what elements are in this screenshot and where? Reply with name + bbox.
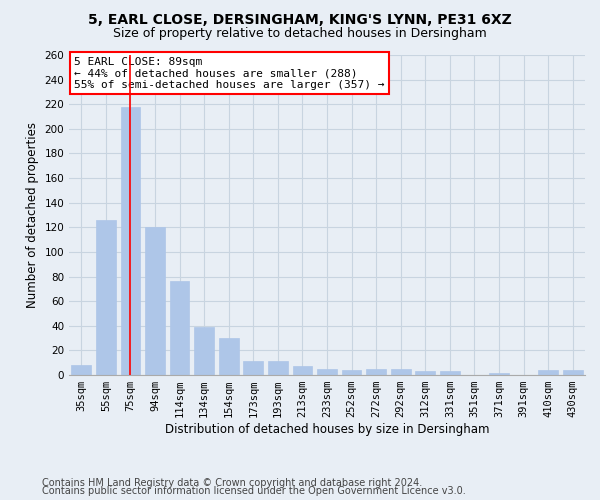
Bar [317,369,337,375]
Bar [96,220,116,375]
Bar [268,362,287,375]
Bar [391,369,410,375]
Text: 5 EARL CLOSE: 89sqm
← 44% of detached houses are smaller (288)
55% of semi-detac: 5 EARL CLOSE: 89sqm ← 44% of detached ho… [74,56,385,90]
Bar [440,372,460,375]
X-axis label: Distribution of detached houses by size in Dersingham: Distribution of detached houses by size … [165,423,489,436]
Bar [415,372,435,375]
Bar [563,370,583,375]
Bar [121,106,140,375]
Text: 5, EARL CLOSE, DERSINGHAM, KING'S LYNN, PE31 6XZ: 5, EARL CLOSE, DERSINGHAM, KING'S LYNN, … [88,12,512,26]
Bar [71,365,91,375]
Bar [194,327,214,375]
Text: Contains HM Land Registry data © Crown copyright and database right 2024.: Contains HM Land Registry data © Crown c… [42,478,422,488]
Bar [367,369,386,375]
Bar [170,282,190,375]
Bar [342,370,361,375]
Bar [219,338,239,375]
Bar [244,362,263,375]
Bar [293,366,312,375]
Bar [538,370,558,375]
Bar [145,228,165,375]
Bar [489,372,509,375]
Text: Size of property relative to detached houses in Dersingham: Size of property relative to detached ho… [113,28,487,40]
Y-axis label: Number of detached properties: Number of detached properties [26,122,39,308]
Text: Contains public sector information licensed under the Open Government Licence v3: Contains public sector information licen… [42,486,466,496]
